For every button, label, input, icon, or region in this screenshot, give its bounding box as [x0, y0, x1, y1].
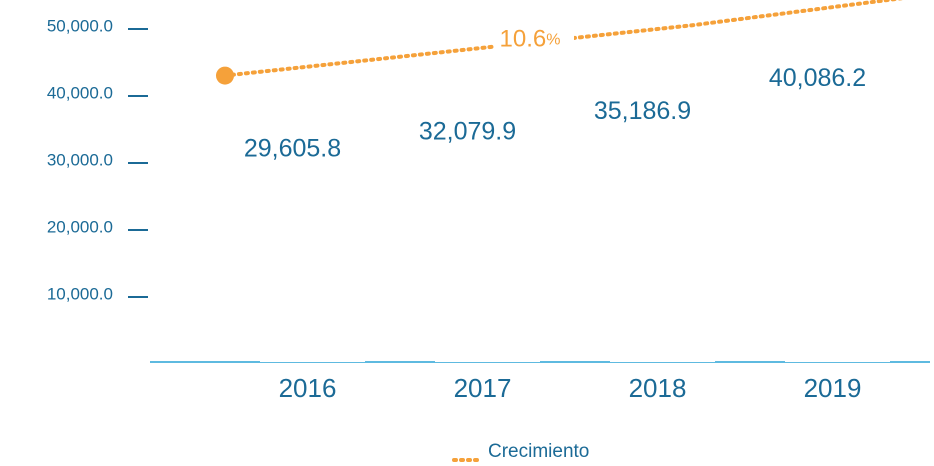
bar: [610, 126, 715, 362]
legend-label: Crecimiento: [488, 441, 589, 462]
growth-line: [223, 0, 904, 78]
bar: [785, 93, 890, 363]
y-tick-label: 10,000.0: [47, 284, 113, 303]
x-tick-label: 2016: [279, 373, 337, 403]
value-label: 35,186.9: [594, 97, 691, 125]
annotation-value: 10.6: [500, 26, 547, 53]
bar: [260, 163, 365, 362]
value-label: 40,086.2: [769, 64, 866, 92]
value-label: 32,079.9: [419, 118, 516, 146]
x-tick-label: 2017: [454, 373, 512, 403]
annotation: 10.6%: [500, 26, 561, 53]
y-tick-label: 20,000.0: [47, 217, 113, 236]
x-tick-label: 2019: [804, 373, 862, 403]
annotation-unit: %: [546, 32, 560, 49]
bar: [435, 147, 540, 362]
y-tick-label: 30,000.0: [47, 150, 113, 169]
y-tick-label: 50,000.0: [47, 16, 113, 35]
x-tick-label: 2018: [629, 373, 687, 403]
y-tick-label: 40,000.0: [47, 83, 113, 102]
value-label: 29,605.8: [244, 134, 341, 162]
annotation-bg: [494, 24, 574, 57]
growth-point: [216, 66, 234, 85]
